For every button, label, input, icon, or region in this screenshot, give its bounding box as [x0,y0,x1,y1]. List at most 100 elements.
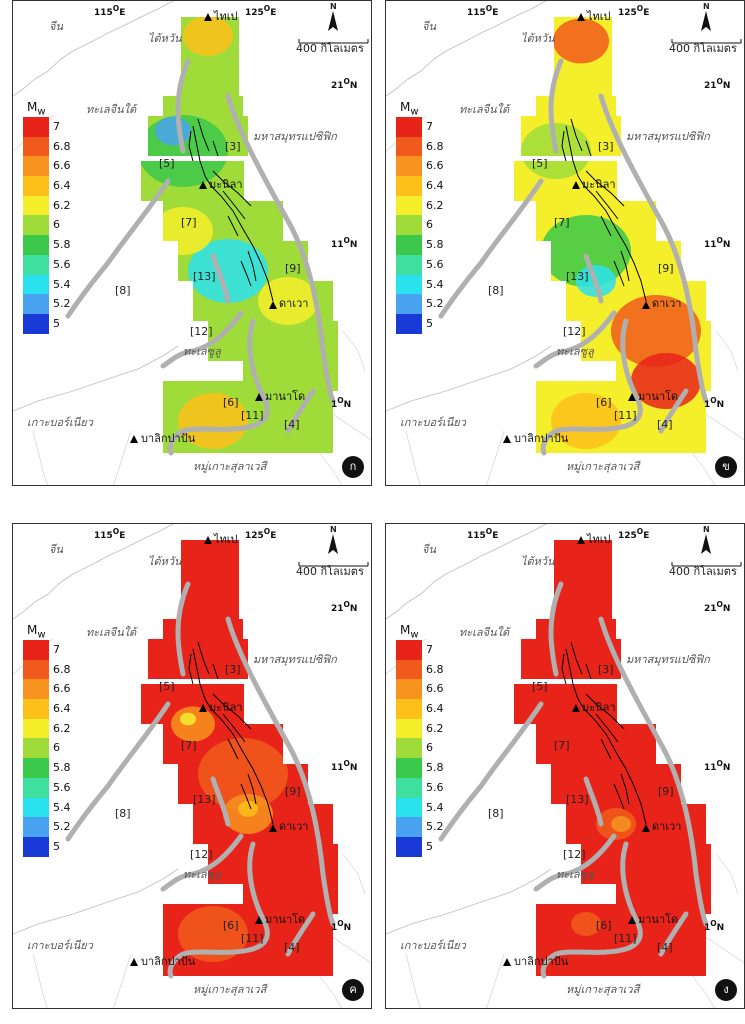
legend-swatch [396,679,422,700]
sulawesi-label: หมู่เกาะสุลาเวสี [566,983,640,996]
sulawesi-label: หมู่เกาะสุลาเวสี [193,460,267,473]
balikpapan-label: บาลิกปาปัน [141,955,196,968]
legend-ticks: 7 6.8 6.6 6.4 6.2 6 5.8 5.6 5.4 5.2 5 [53,640,71,857]
lat-21-label: 21ON [704,600,731,614]
fault-lines [561,641,647,825]
legend-swatch [23,235,49,255]
legend-title: Mw [27,100,46,118]
legend-title: Mw [27,623,46,641]
fault-label-8: [8] [488,807,504,820]
legend-swatch [396,659,422,680]
pacific-label: มหาสมุทรแปซิฟิก [626,130,710,143]
legend-tick-label: 6.8 [53,139,71,153]
fault-lines [188,641,274,825]
legend-colorbar [396,117,422,334]
fault-label-13: [13] [193,793,216,806]
lat-21-label: 21ON [704,77,731,91]
north-letter: N [330,525,337,534]
legend-swatch [396,699,422,719]
fault-label-5: [5] [532,157,548,170]
davao-label: ดาเวา [652,297,682,310]
legend-swatch [23,195,49,216]
legend-swatch [396,156,422,177]
lon-125-label: 125OE [245,527,277,541]
fault-label-11: [11] [241,409,264,422]
sulawesi-label: หมู่เกาะสุลาเวสี [566,460,640,473]
legend-colorbar [23,117,49,334]
scale-label: 400 กิโลเมตร [669,42,737,55]
scs-label: ทะเลจีนใต้ [459,103,510,116]
legend-tick-label: 5.6 [426,257,444,271]
lat-1-label: 1ON [704,919,725,933]
legend-tick-label: 6.8 [426,662,444,676]
map-svg [386,524,744,1008]
fault-label-11: [11] [614,409,637,422]
lat-11-label: 11ON [331,759,358,773]
legend-swatch [23,313,49,334]
legend-swatch [23,117,49,137]
legend-tick-label: 7 [426,120,433,133]
lat-11-label: 11ON [704,759,731,773]
pacific-label: มหาสมุทรแปซิฟิก [253,130,337,143]
balikpapan-label: บาลิกปาปัน [141,432,196,445]
manila-label: มะนิลา [209,701,243,714]
fault-label-3: [3] [225,663,241,676]
legend-tick-label: 6 [53,741,60,755]
lon-125-label: 125OE [618,4,650,18]
legend-swatch [396,254,422,275]
lon-125-label: 125OE [618,527,650,541]
legend-title: Mw [400,100,419,118]
fault-lines [561,118,647,302]
scale-and-north: N 400 กิโลเมตร [296,525,371,578]
china-label: จีน [422,543,436,556]
city-markers [130,13,277,443]
legend-tick-label: 5.4 [53,800,71,814]
lat-11-label: 11ON [704,236,731,250]
taipei-label: ไทเป [214,10,238,23]
lat-11-label: 11ON [331,236,358,250]
fault-label-12: [12] [563,325,586,338]
legend-swatch [23,758,49,778]
north-arrow-icon [298,11,369,44]
legend-tick-label: 5.2 [53,820,71,834]
legend-swatch [396,294,422,314]
fault-label-3: [3] [225,140,241,153]
legend-tick-label: 6.6 [53,682,71,696]
fault-label-9: [9] [285,262,301,275]
legend-swatch [396,136,422,157]
legend-swatch [396,797,422,818]
davao-label: ดาเวา [279,297,309,310]
fault-label-6: [6] [223,396,239,409]
fault-label-7: [7] [181,739,197,752]
legend-swatch [23,836,49,857]
legend-tick-label: 6 [53,218,60,232]
legend-swatch [23,156,49,177]
legend-tick-label: 5.6 [53,780,71,794]
legend-tick-label: 5.2 [426,297,444,311]
legend-tick-label: 6.2 [426,721,444,735]
trench-lines [438,58,709,456]
legend-tick-label: 5 [426,839,433,853]
scale-and-north: N 400 กิโลเมตร [669,526,744,578]
scale-label: 400 กิโลเมตร [296,42,364,55]
fault-label-13: [13] [193,270,216,283]
legend-swatch [396,176,422,196]
sulu-label: ทะเลซูลู [556,868,594,881]
legend-swatch [23,136,49,157]
legend-tick-label: 6.4 [53,702,71,716]
legend-colorbar [396,640,422,857]
legend-tick-label: 5.2 [426,820,444,834]
scale-and-north: N 400 กิโลเมตร [296,3,371,55]
manado-label: มานาโด [265,913,306,926]
lon-115-label: 115OE [467,527,499,541]
legend-swatch [396,195,422,216]
legend-swatch [396,718,422,739]
trench-lines [438,581,709,979]
legend-swatch [396,274,422,295]
legend-tick-label: 6.2 [53,721,71,735]
fault-label-4: [4] [657,418,673,431]
legend-tick-label: 5.6 [53,257,71,271]
legend-tick-label: 6.6 [53,159,71,173]
city-markers [130,536,277,966]
legend-tick-label: 7 [426,643,433,656]
